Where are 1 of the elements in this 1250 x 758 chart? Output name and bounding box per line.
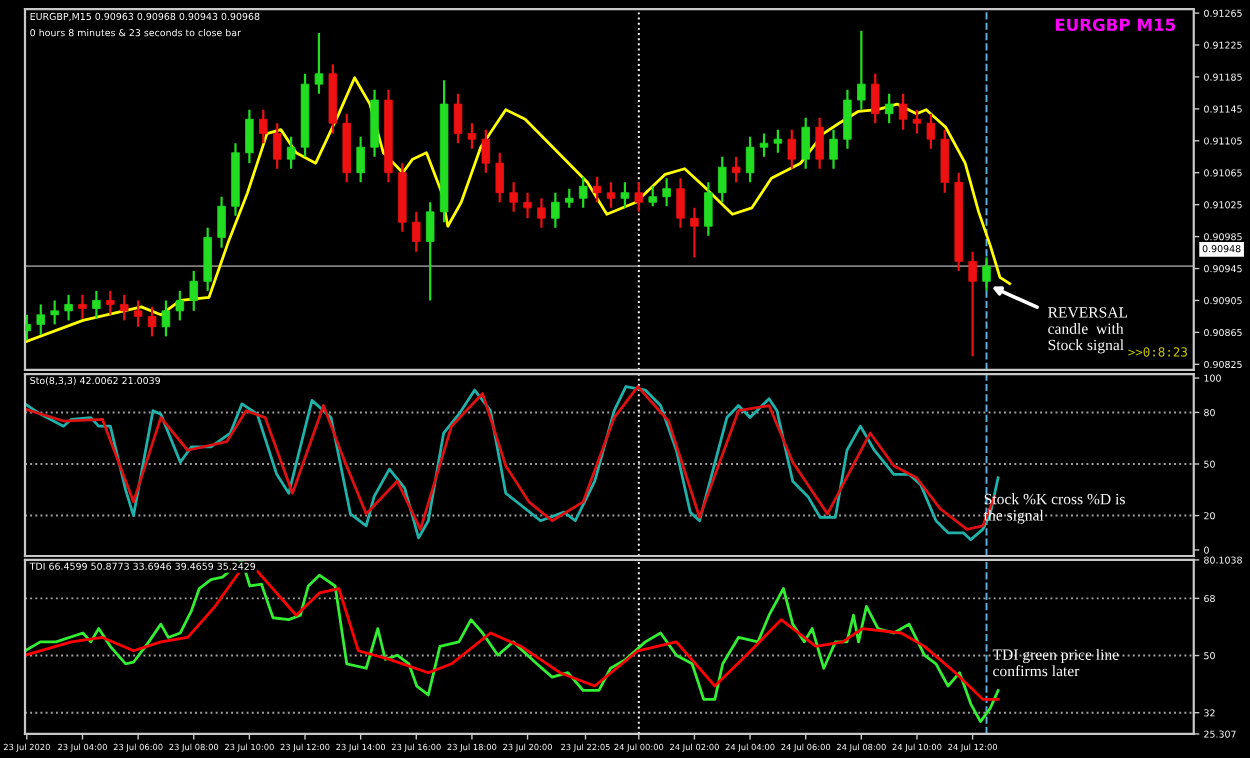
chart-title: EURGBP M15 <box>1055 18 1176 32</box>
